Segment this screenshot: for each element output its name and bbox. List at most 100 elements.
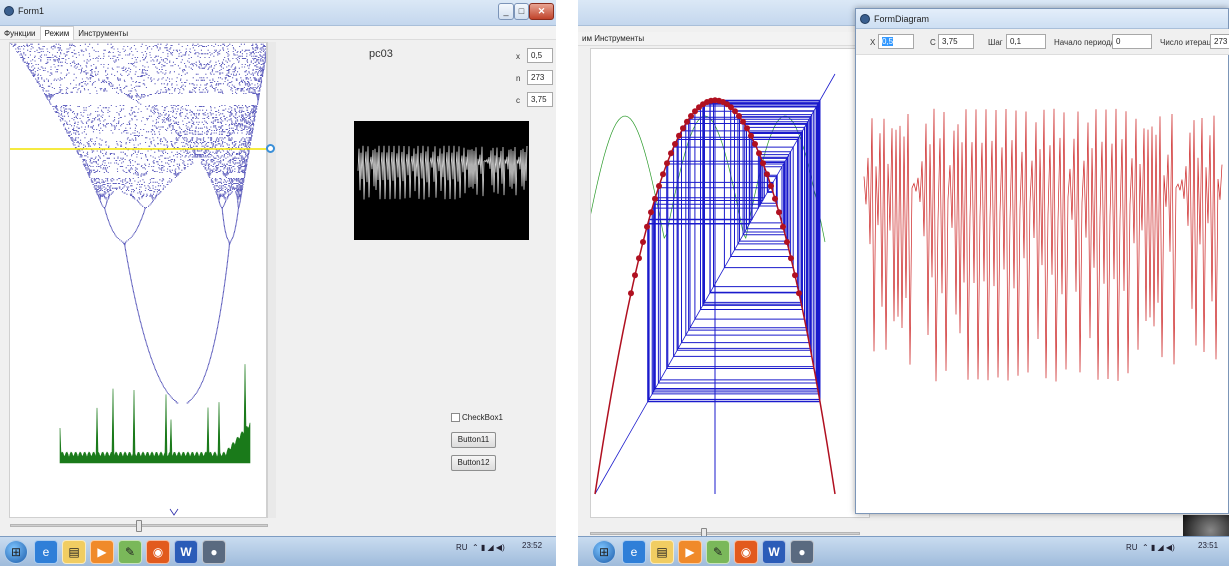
app-icon — [860, 14, 870, 24]
parabola-point — [652, 195, 658, 202]
menu-functions[interactable]: Функции — [4, 29, 36, 38]
param-x-label: x — [516, 52, 520, 61]
checkbox-box[interactable] — [451, 413, 460, 423]
maximize-button[interactable]: □ — [514, 3, 529, 20]
horizontal-slider-thumb[interactable] — [136, 520, 142, 532]
parabola-point — [756, 150, 762, 157]
tray-icons[interactable]: ⌃ ▮ ◢ ◀) — [472, 543, 505, 552]
spectrum-area — [59, 364, 251, 464]
parabola-point — [688, 113, 694, 119]
formdiagram-titlebar[interactable]: FormDiagram — [856, 9, 1228, 29]
step-label: Шаг — [988, 38, 1003, 47]
taskbar: ⊞ e ▤ ▶ ✎ ◉ W ● RU ⌃ ▮ ◢ ◀) 23:52 — [0, 536, 556, 566]
cobweb-lines — [647, 99, 821, 494]
parabola-point — [728, 104, 734, 111]
param-n-field[interactable]: 273 — [527, 70, 553, 85]
parabola-point — [764, 171, 770, 178]
parabola-point — [772, 195, 778, 202]
clock[interactable]: 23:51 — [1198, 541, 1219, 550]
right-horizontal-slider-track[interactable] — [590, 532, 860, 535]
file-explorer-icon[interactable]: ▤ — [650, 540, 674, 564]
parabola-point — [632, 272, 638, 279]
file-explorer-icon[interactable]: ▤ — [62, 540, 86, 564]
iter-label: Число итераций — [1160, 38, 1221, 47]
menu-tools-partial[interactable]: им Инструменты — [582, 34, 645, 43]
parabola-point — [792, 272, 798, 279]
parabola-point — [644, 223, 650, 230]
vertical-slider[interactable] — [266, 42, 276, 518]
diagonal-line — [594, 73, 836, 495]
paint-icon[interactable]: ✎ — [706, 540, 730, 564]
formdiagram-window: FormDiagram X 0,5 C 3,75 Шаг 0,1 Начало … — [855, 8, 1229, 514]
parabola-point — [776, 209, 782, 216]
parabola-point — [640, 239, 646, 245]
parabola-point — [680, 125, 686, 132]
button11[interactable]: Button11 — [451, 432, 496, 448]
window-title: Form1 — [18, 6, 45, 16]
param-x-field[interactable]: 0,5 — [527, 48, 553, 63]
signal-preview-plot — [357, 145, 528, 200]
parabola-point — [796, 290, 802, 297]
word-icon[interactable]: W — [174, 540, 198, 564]
right-taskbar: ⊞ e ▤ ▶ ✎ ◉ W ● RU ⌃ ▮ ◢ ◀) 23:51 — [578, 536, 1229, 566]
parabola-point — [740, 118, 746, 125]
firefox-icon[interactable]: ◉ — [146, 540, 170, 564]
menu-tools[interactable]: Инструменты — [78, 29, 129, 38]
parabola-point — [744, 125, 750, 132]
tray-icons[interactable]: ⌃ ▮ ◢ ◀) — [1142, 543, 1175, 552]
parabola-point — [752, 141, 758, 147]
tray-language[interactable]: RU — [456, 543, 468, 552]
paint-icon[interactable]: ✎ — [118, 540, 142, 564]
start-label: Начало периода — [1054, 38, 1116, 47]
firefox-icon[interactable]: ◉ — [734, 540, 758, 564]
menu-mode[interactable]: Режим — [39, 26, 75, 40]
slider-handle-icon[interactable] — [266, 144, 275, 153]
bifurcation-diagram[interactable] — [10, 43, 267, 518]
formdiagram-toolbar: X 0,5 C 3,75 Шаг 0,1 Начало периода 0 Чи… — [856, 29, 1229, 55]
parabola-point — [768, 183, 774, 189]
close-button[interactable]: ✕ — [529, 3, 554, 20]
parabola-point — [732, 108, 738, 115]
parabola-point — [760, 160, 766, 167]
parabola-point — [628, 290, 634, 297]
time-series-plot[interactable] — [856, 55, 1229, 513]
internet-explorer-icon[interactable]: e — [622, 540, 646, 564]
windows-start-icon[interactable]: ⊞ — [4, 540, 28, 564]
right-screenshot: им Инструменты FormDiagram X 0,5 C 3,75 … — [578, 0, 1229, 566]
parabola-point — [692, 108, 698, 115]
parabola-point — [748, 132, 754, 139]
media-player-icon[interactable]: ▶ — [90, 540, 114, 564]
iter-field[interactable]: 273 — [1210, 34, 1229, 49]
parabola-point — [780, 223, 786, 230]
c-field[interactable]: 3,75 — [938, 34, 974, 49]
x-value: 0,5 — [882, 37, 894, 46]
button12[interactable]: Button12 — [451, 455, 496, 471]
app-icon[interactable]: ● — [790, 540, 814, 564]
param-c-label: c — [516, 96, 520, 105]
media-player-icon[interactable]: ▶ — [678, 540, 702, 564]
cobweb-panel — [590, 48, 870, 518]
parabola-point — [648, 209, 654, 216]
windows-start-icon[interactable]: ⊞ — [592, 540, 616, 564]
formdiagram-title: FormDiagram — [874, 14, 930, 24]
small-marker — [169, 508, 179, 516]
tray-language[interactable]: RU — [1126, 543, 1138, 552]
form1-titlebar[interactable]: Form1 _ □ ✕ — [0, 0, 556, 26]
start-field[interactable]: 0 — [1112, 34, 1152, 49]
cobweb-diagram[interactable] — [591, 49, 870, 518]
clock[interactable]: 23:52 — [522, 541, 543, 550]
param-c-field[interactable]: 3,75 — [527, 92, 553, 107]
checkbox1[interactable]: CheckBox1 — [451, 413, 503, 423]
x-field[interactable]: 0,5 — [878, 34, 914, 49]
internet-explorer-icon[interactable]: e — [34, 540, 58, 564]
parabola-point — [636, 255, 642, 262]
bifurcation-panel — [9, 42, 267, 518]
pc-label: pc03 — [369, 48, 393, 60]
c-label: C — [930, 38, 936, 47]
step-field[interactable]: 0,1 — [1006, 34, 1046, 49]
param-n-label: n — [516, 74, 521, 83]
app-icon[interactable]: ● — [202, 540, 226, 564]
signal-preview-panel — [354, 121, 529, 240]
word-icon[interactable]: W — [762, 540, 786, 564]
minimize-button[interactable]: _ — [498, 3, 514, 20]
